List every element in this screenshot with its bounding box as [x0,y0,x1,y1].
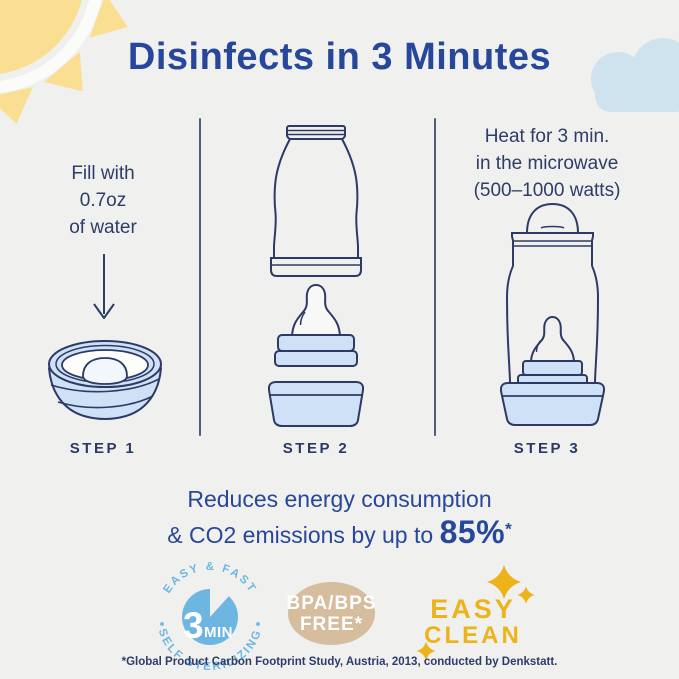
badge-dot-right [256,622,260,626]
assembled-bottle-illustration [500,202,605,426]
column-divider-2 [434,118,436,436]
percentage-highlight: 85% [439,514,506,550]
self-sterilizing-badge: EASY & FAST SELF STERILIZING 3 MIN [156,561,263,673]
column-divider-1 [199,118,201,436]
cloud-icon [591,38,679,112]
easy-clean-badge: EASY CLEAN [408,558,548,668]
badge-unit: MIN [204,624,233,641]
benefit-line1: Reduces energy consumption [187,486,492,512]
sparkle-icon [416,565,535,661]
disassembled-bottle-illustration [268,125,364,427]
sterilizer-bowl-illustration [48,340,162,420]
step3-label: STEP 3 [513,440,581,457]
benefit-line2: & CO2 emissions by up to 85%* [167,514,512,550]
step2-label: STEP 2 [282,440,350,457]
step1-label: STEP 1 [69,440,137,457]
easy-clean-line2: CLEAN [424,622,522,649]
step1-instruction: Fill with 0.7oz of water [69,163,137,238]
footnote: *Global Product Carbon Footprint Study, … [121,656,558,668]
down-arrow-icon [93,254,115,319]
footnote-marker: * [505,519,512,539]
badge-dot-left [160,622,164,626]
bpa-free-badge: BPA/BPS FREE* [286,582,376,645]
step3-instruction: Heat for 3 min. in the microwave (500–10… [473,126,621,201]
easy-clean-line1: EASY [430,594,516,624]
badge-number: 3 [183,605,204,646]
sun-icon [0,0,128,124]
page-title: Disinfects in 3 Minutes [127,36,552,78]
benefit-headline: Reduces energy consumption & CO2 emissio… [0,484,679,552]
